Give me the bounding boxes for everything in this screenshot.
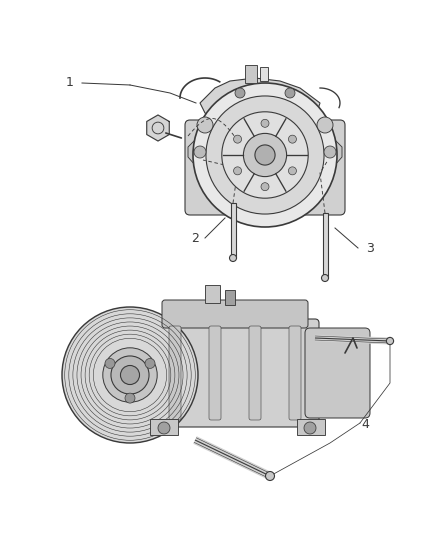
Circle shape (261, 119, 269, 127)
Bar (260, 67, 268, 81)
Circle shape (206, 96, 324, 214)
Circle shape (120, 366, 140, 384)
Circle shape (125, 393, 135, 403)
FancyBboxPatch shape (209, 326, 221, 420)
FancyBboxPatch shape (162, 300, 308, 328)
Circle shape (158, 422, 170, 434)
Text: 3: 3 (366, 241, 374, 254)
Circle shape (255, 145, 275, 165)
Polygon shape (200, 78, 320, 128)
Circle shape (244, 133, 286, 176)
Bar (225, 290, 235, 305)
Bar (230, 203, 236, 258)
Circle shape (145, 358, 155, 368)
Bar (205, 285, 220, 303)
FancyBboxPatch shape (169, 326, 181, 420)
Circle shape (105, 358, 115, 368)
Circle shape (285, 88, 295, 98)
Polygon shape (320, 140, 342, 165)
Text: 2: 2 (191, 231, 199, 245)
Circle shape (193, 83, 337, 227)
Circle shape (321, 274, 328, 281)
Bar (297, 419, 325, 435)
Circle shape (194, 146, 206, 158)
Circle shape (235, 88, 245, 98)
Polygon shape (188, 140, 210, 165)
FancyBboxPatch shape (185, 120, 345, 215)
Circle shape (233, 167, 242, 175)
Circle shape (261, 183, 269, 191)
Text: 1: 1 (66, 77, 74, 90)
Circle shape (289, 167, 297, 175)
Bar (245, 65, 257, 83)
Circle shape (233, 135, 242, 143)
FancyBboxPatch shape (289, 326, 301, 420)
FancyBboxPatch shape (151, 319, 319, 427)
Bar (150, 419, 178, 435)
Circle shape (324, 146, 336, 158)
FancyBboxPatch shape (305, 328, 370, 418)
Circle shape (62, 307, 198, 443)
Text: 4: 4 (361, 418, 369, 432)
Circle shape (304, 422, 316, 434)
Circle shape (230, 254, 237, 262)
Circle shape (111, 356, 149, 394)
FancyBboxPatch shape (249, 326, 261, 420)
Polygon shape (147, 115, 169, 141)
Circle shape (103, 348, 157, 402)
Circle shape (317, 117, 333, 133)
Circle shape (197, 117, 213, 133)
Circle shape (222, 112, 308, 198)
Circle shape (265, 472, 275, 481)
Circle shape (386, 337, 394, 345)
Bar (322, 213, 328, 278)
Circle shape (289, 135, 297, 143)
